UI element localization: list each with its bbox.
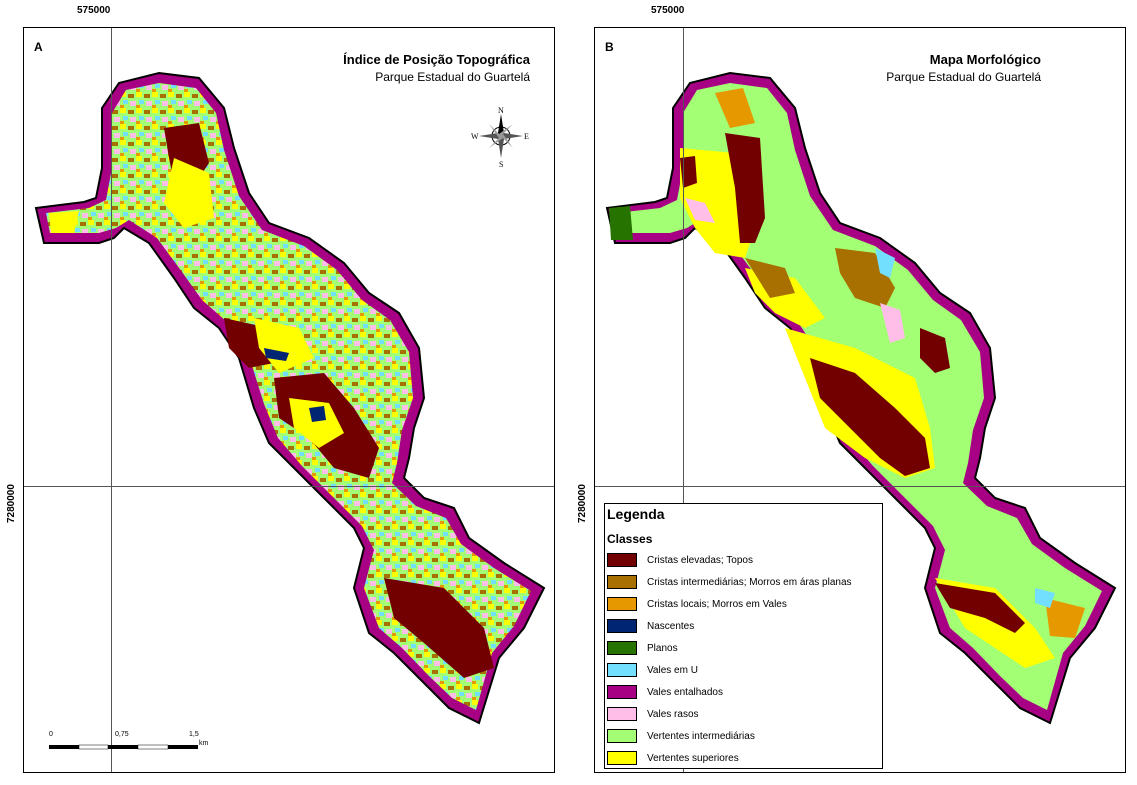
spring-a1 <box>309 406 326 422</box>
legend-label: Planos <box>647 642 678 654</box>
shallow-valley-b2 <box>880 303 905 343</box>
legend-label: Vales em U <box>647 664 698 676</box>
legend-swatch <box>607 597 637 611</box>
map-title-a: Índice de Posição Topográfica <box>343 52 530 67</box>
u-valley-b1 <box>875 248 895 278</box>
ridge-b1 <box>725 133 765 243</box>
scale-bar: 0 0,75 1,5 km <box>49 731 208 761</box>
u-valley-b2 <box>1035 588 1055 608</box>
legend-label: Nascentes <box>647 620 695 632</box>
northing-label-a: 7280000 <box>6 484 17 523</box>
legend-item: Vertentes intermediárias <box>607 728 755 744</box>
mid-ridge-b2 <box>745 258 795 298</box>
upper-slope-a3 <box>289 398 344 448</box>
legend: Legenda Classes Cristas elevadas; Topos … <box>604 503 883 769</box>
easting-label-b: 575000 <box>651 5 685 16</box>
legend-swatch <box>607 751 637 765</box>
legend-item: Cristas elevadas; Topos <box>607 552 753 568</box>
legend-item: Planos <box>607 640 678 656</box>
grid-easting-a <box>111 28 112 772</box>
compass-w: W <box>471 132 479 141</box>
north-arrow-icon: N S E W <box>471 106 531 169</box>
ridge-blob-a4 <box>384 578 494 678</box>
grid-northing-b <box>595 486 1125 487</box>
shallow-valley-b1 <box>685 198 715 223</box>
grid-easting-b <box>683 28 684 772</box>
ridge-b2 <box>680 156 697 188</box>
legend-item: Vales rasos <box>607 706 699 722</box>
scale-tick-2: 1,5 <box>189 731 199 738</box>
easting-label-a: 575000 <box>77 5 111 16</box>
morphology-map <box>605 71 1117 725</box>
spring-a2 <box>264 348 289 361</box>
flat-zone-b <box>609 206 633 240</box>
ridge-b3 <box>810 358 930 476</box>
panel-letter-b: B <box>605 40 614 54</box>
ridge-b4 <box>920 328 950 373</box>
local-ridge-b1 <box>715 88 755 128</box>
compass-n: N <box>498 106 504 115</box>
legend-item: Vertentes superiores <box>607 750 739 766</box>
legend-title: Legenda <box>607 506 665 522</box>
legend-label: Cristas locais; Morros em Vales <box>647 598 787 610</box>
legend-swatch <box>607 641 637 655</box>
ridge-b5 <box>935 583 1025 633</box>
upper-slope-a1 <box>164 158 214 228</box>
legend-swatch <box>607 553 637 567</box>
legend-swatch <box>607 575 637 589</box>
grid-northing-a <box>24 486 554 487</box>
panel-letter-a: A <box>34 40 43 54</box>
legend-item: Cristas intermediárias; Morros em áras p… <box>607 574 852 590</box>
legend-swatch <box>607 685 637 699</box>
scale-unit: km <box>199 740 209 747</box>
compass-s: S <box>499 160 503 168</box>
legend-label: Cristas intermediárias; Morros em áras p… <box>647 576 852 588</box>
compass-e: E <box>524 132 529 141</box>
tpi-map <box>34 71 546 725</box>
local-ridge-b2 <box>1045 598 1085 638</box>
legend-swatch <box>607 619 637 633</box>
northing-label-b: 7280000 <box>577 484 588 523</box>
legend-label: Vales rasos <box>647 708 699 720</box>
scale-tick-1: 0,75 <box>115 731 129 738</box>
legend-swatch <box>607 707 637 721</box>
map-title-b: Mapa Morfológico <box>929 52 1041 67</box>
legend-label: Vales entalhados <box>647 686 723 698</box>
legend-swatch <box>607 729 637 743</box>
legend-label: Vertentes superiores <box>647 752 739 764</box>
legend-item: Vales entalhados <box>607 684 723 700</box>
map-subtitle-b: Parque Estadual do Guartelá <box>886 70 1041 84</box>
map-panel-b: B Mapa Morfológico Parque Estadual do Gu… <box>594 27 1126 773</box>
legend-item: Vales em U <box>607 662 698 678</box>
scale-tick-0: 0 <box>49 731 53 738</box>
map-subtitle-a: Parque Estadual do Guartelá <box>375 70 530 84</box>
map-panel-a: A Índice de Posição Topográfica Parque E… <box>23 27 555 773</box>
legend-item: Cristas locais; Morros em Vales <box>607 596 787 612</box>
legend-subtitle: Classes <box>607 532 653 546</box>
upper-slope-a2 <box>254 318 314 373</box>
upper-slope-a4 <box>49 211 79 233</box>
legend-item: Nascentes <box>607 618 694 634</box>
legend-swatch <box>607 663 637 677</box>
legend-label: Cristas elevadas; Topos <box>647 554 753 566</box>
legend-label: Vertentes intermediárias <box>647 730 755 742</box>
